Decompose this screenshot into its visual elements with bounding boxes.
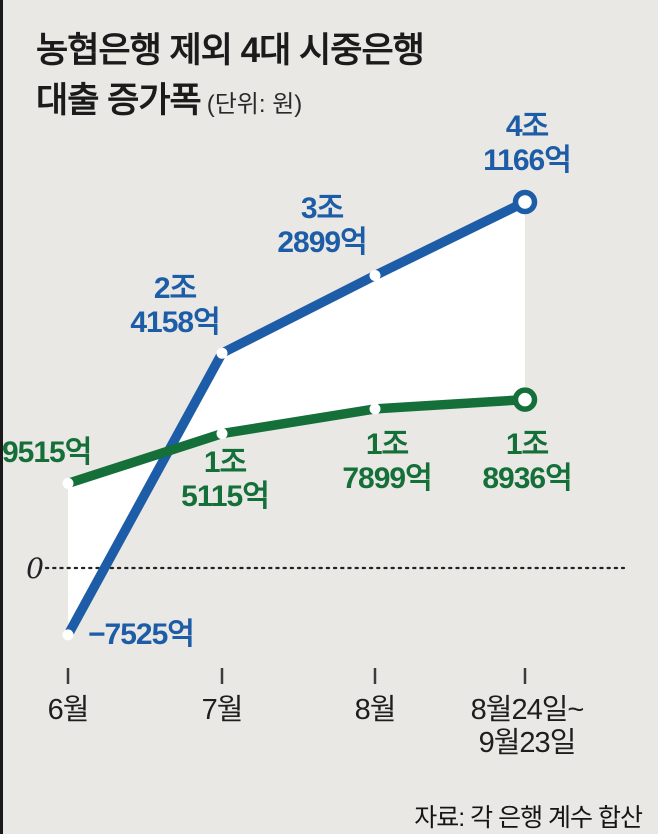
blue-point-label-4: 4조 1166억	[483, 110, 572, 177]
blue-point-label-2: 2조 4158억	[130, 272, 220, 339]
blue-series-marker-0	[62, 629, 74, 641]
chart-title: 농협은행 제외 4대 시중은행 대출 증가폭 (단위: 원)	[36, 26, 636, 130]
zero-axis-label: 0	[26, 552, 44, 585]
chart-title-line1: 농협은행 제외 4대 시중은행	[36, 31, 425, 70]
green-point-label-1: 9515억	[2, 436, 92, 469]
green-point-label-3: 1조 7899억	[342, 428, 432, 495]
green-series-marker-3	[512, 387, 538, 412]
green-series-marker-2	[369, 403, 381, 415]
x-axis-label-aug: 8월	[354, 694, 397, 726]
x-axis-label-aug24-sep23: 8월24일~ 9월23일	[470, 694, 585, 759]
chart-title-line2: 대출 증가폭 (단위: 원)	[36, 81, 303, 120]
blue-series-line	[63, 197, 530, 640]
green-series-marker-0	[62, 477, 74, 489]
blue-point-label-3: 3조 2899억	[277, 192, 367, 259]
green-point-label-4: 1조 8936억	[482, 428, 572, 495]
blue-series-marker-3	[512, 189, 538, 215]
green-series-marker-1	[216, 428, 228, 440]
green-point-label-2: 1조 5115억	[181, 446, 270, 513]
blue-point-label-1: −7525억	[88, 618, 195, 651]
chart-unit-note: (단위: 원)	[206, 91, 303, 118]
source-credit: 자료: 각 은행 계수 합산	[414, 804, 643, 832]
green-series-line	[63, 394, 530, 489]
x-axis-label-jun: 6월	[47, 694, 90, 726]
x-axis-label-jul: 7월	[201, 694, 244, 726]
blue-series-marker-2	[369, 270, 381, 281]
blue-series-marker-1	[216, 347, 228, 359]
left-edge-rule	[0, 0, 3, 834]
